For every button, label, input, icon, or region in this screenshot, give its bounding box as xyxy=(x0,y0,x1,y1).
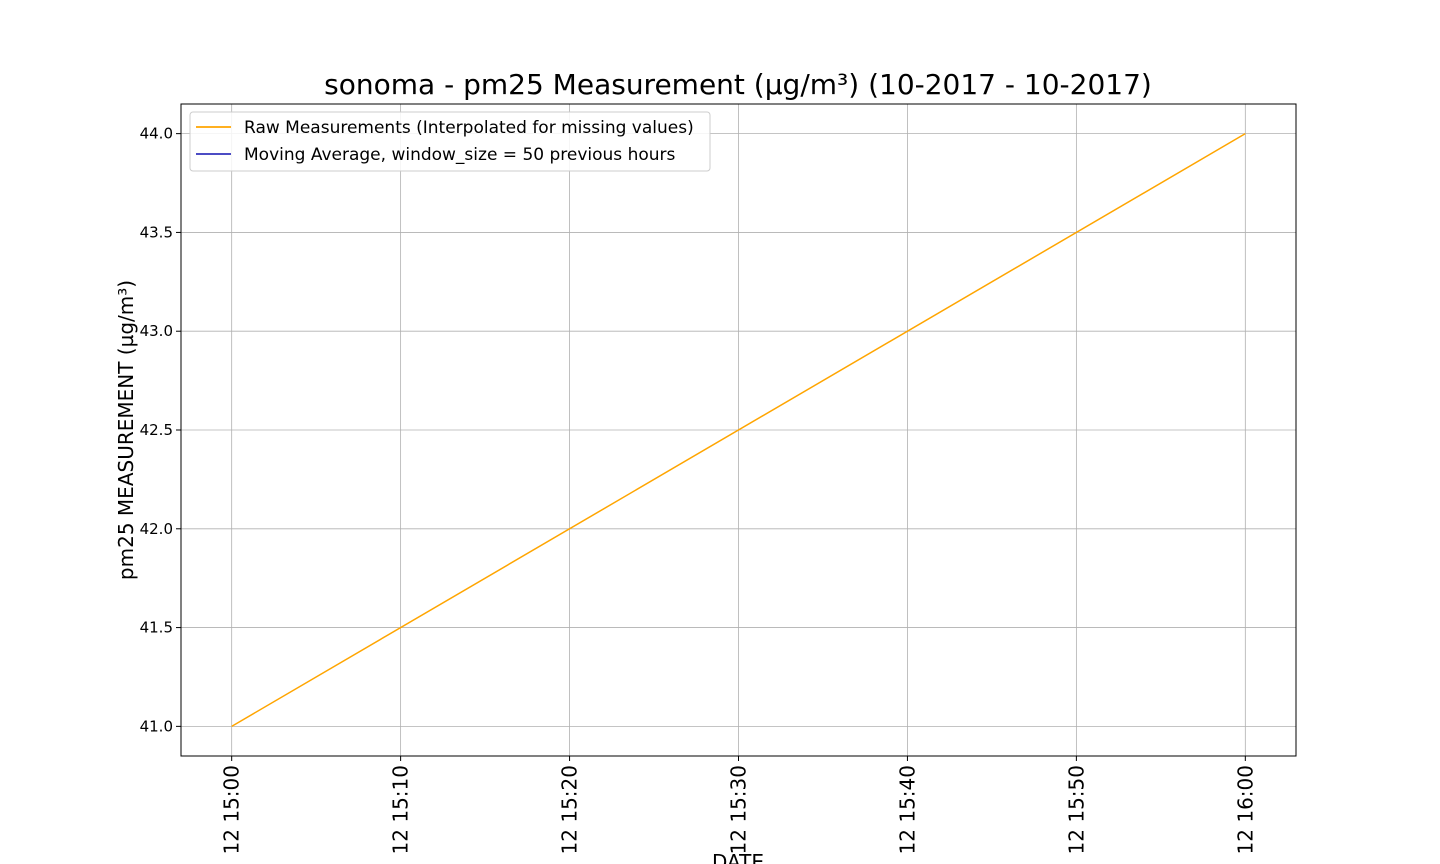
x-axis-label: DATE xyxy=(712,850,764,864)
x-tick-label: 12 15:00 xyxy=(220,765,244,854)
y-tick-label: 41.0 xyxy=(140,717,173,735)
series-layer xyxy=(231,132,1246,728)
y-tick-label: 43.5 xyxy=(140,223,173,241)
legend-label-1: Moving Average, window_size = 50 previou… xyxy=(244,145,676,165)
y-tick-label: 44.0 xyxy=(140,125,173,143)
x-tick-label: 12 15:30 xyxy=(727,765,751,854)
chart-title: sonoma - pm25 Measurement (µg/m³) (10-20… xyxy=(324,68,1152,101)
y-tick-label: 42.5 xyxy=(140,421,173,439)
x-tick-label: 12 15:40 xyxy=(895,765,919,854)
legend-label-0: Raw Measurements (Interpolated for missi… xyxy=(244,118,694,138)
x-tick-label: 12 15:50 xyxy=(1064,765,1088,854)
series-line-0 xyxy=(231,132,1246,728)
y-tick-label: 41.5 xyxy=(140,619,173,637)
y-axis-label: pm25 MEASUREMENT (µg/m³) xyxy=(114,280,138,580)
legend-box xyxy=(189,111,711,172)
x-tick-label: 12 15:20 xyxy=(558,765,582,854)
x-tick-label: 12 16:00 xyxy=(1233,765,1257,854)
y-tick-label: 43.0 xyxy=(140,322,173,340)
y-axis: 41.0 41.5 42.0 42.5 43.0 43.5 44.0 xyxy=(140,125,181,735)
x-tick-label: 12 15:10 xyxy=(389,765,413,854)
y-tick-label: 42.0 xyxy=(140,520,173,538)
x-axis: 12 15:00 12 15:10 12 15:20 12 15:30 12 15:40… xyxy=(220,756,1257,854)
legend: Raw Measurements (Interpolated for missi… xyxy=(189,111,711,172)
